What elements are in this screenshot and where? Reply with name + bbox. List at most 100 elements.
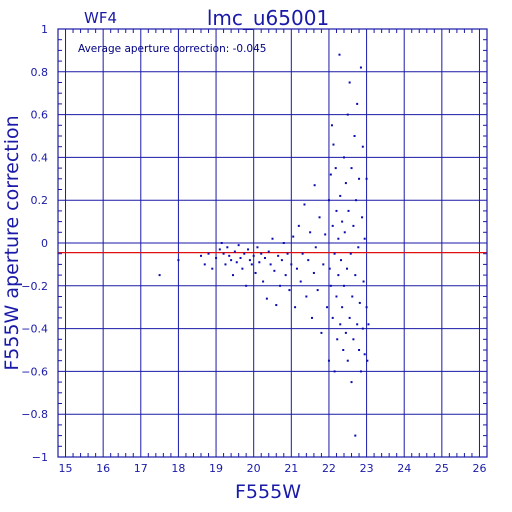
data-point: [343, 284, 345, 287]
data-point: [342, 349, 345, 351]
data-point: [247, 248, 250, 251]
x-tick-labels: 15 16 17 18 19 20 21 22 23 24 25 26: [59, 462, 487, 475]
data-point: [262, 280, 265, 283]
data-point: [200, 254, 202, 257]
chart-title: lmc_u65001: [207, 6, 329, 30]
data-point: [344, 331, 347, 334]
data-point: [363, 237, 366, 240]
data-point: [327, 199, 330, 202]
data-point: [279, 284, 282, 287]
data-point: [231, 274, 234, 277]
x-tick-label: 24: [397, 462, 411, 475]
data-point: [343, 156, 345, 159]
x-tick-label: 19: [209, 462, 223, 475]
data-point: [363, 353, 366, 356]
data-point: [351, 295, 354, 298]
data-point: [347, 209, 350, 212]
data-point: [344, 182, 347, 185]
data-point: [322, 263, 325, 266]
data-point: [346, 113, 349, 116]
data-point: [337, 237, 340, 240]
data-point: [301, 252, 304, 255]
data-point: [273, 269, 276, 272]
data-point: [248, 259, 251, 262]
data-point: [211, 267, 214, 270]
data-point: [284, 274, 287, 277]
data-point: [335, 295, 338, 298]
y-tick-label: 0: [41, 237, 48, 250]
data-point: [333, 370, 336, 373]
data-point: [338, 53, 341, 56]
data-point: [260, 252, 263, 255]
chip-label: WF4: [84, 9, 117, 27]
x-tick-label: 18: [171, 462, 185, 475]
data-point: [350, 167, 353, 170]
data-point: [295, 267, 298, 270]
y-tick-label: −0.8: [21, 408, 48, 421]
data-point: [328, 267, 331, 270]
data-point: [361, 216, 364, 219]
data-point: [245, 284, 248, 287]
data-point: [230, 259, 233, 262]
data-point: [267, 250, 270, 253]
data-point: [365, 306, 368, 309]
data-point: [341, 306, 344, 309]
data-point: [348, 81, 351, 84]
data-point: [256, 246, 259, 249]
data-point: [362, 280, 365, 283]
y-tick-labels: −1 −0.8 −0.6 −0.4 −0.2 0 0.2 0.4 0.6 0.8 1: [21, 23, 48, 464]
data-point: [352, 338, 355, 341]
data-point: [203, 263, 206, 266]
data-point: [207, 252, 210, 255]
y-tick-label: 0.8: [31, 66, 49, 79]
data-point: [366, 359, 369, 362]
data-point: [354, 434, 357, 437]
data-point: [337, 274, 340, 277]
data-point: [280, 259, 283, 262]
y-tick-label: 0.6: [31, 109, 49, 122]
data-point: [311, 316, 314, 319]
data-point: [324, 233, 327, 236]
data-point: [290, 263, 293, 266]
data-point: [361, 327, 364, 330]
data-point: [359, 66, 362, 69]
data-point: [341, 220, 344, 223]
data-point: [348, 316, 351, 319]
data-point: [277, 254, 280, 257]
data-point: [316, 289, 319, 292]
data-point: [286, 252, 289, 255]
data-point: [353, 135, 356, 137]
data-point: [243, 252, 246, 255]
y-tick-label: −0.6: [21, 365, 48, 378]
x-tick-label: 22: [322, 462, 336, 475]
x-tick-label: 15: [59, 462, 73, 475]
data-point: [331, 224, 334, 227]
data-point: [339, 259, 342, 262]
data-point: [358, 349, 361, 351]
data-point: [329, 173, 332, 176]
data-point: [218, 248, 221, 251]
data-point: [332, 143, 335, 146]
x-tick-label: 23: [360, 462, 374, 475]
data-point: [367, 323, 370, 326]
data-point: [339, 194, 342, 197]
x-tick-label: 25: [435, 462, 449, 475]
data-point: [305, 295, 308, 298]
data-point: [361, 145, 364, 148]
data-point: [292, 235, 295, 238]
data-point: [237, 244, 240, 247]
data-point: [320, 331, 323, 334]
grid-lines: [58, 28, 487, 458]
y-tick-label: 0.4: [31, 151, 49, 164]
data-point: [336, 338, 339, 341]
data-point: [299, 280, 302, 283]
y-tick-label: −0.2: [21, 280, 48, 293]
data-point: [357, 246, 360, 249]
data-point: [254, 271, 257, 274]
data-point: [222, 252, 225, 255]
data-point: [359, 370, 362, 373]
data-point: [177, 259, 180, 262]
x-axis-label: F555W: [235, 481, 301, 503]
data-point: [333, 252, 336, 255]
